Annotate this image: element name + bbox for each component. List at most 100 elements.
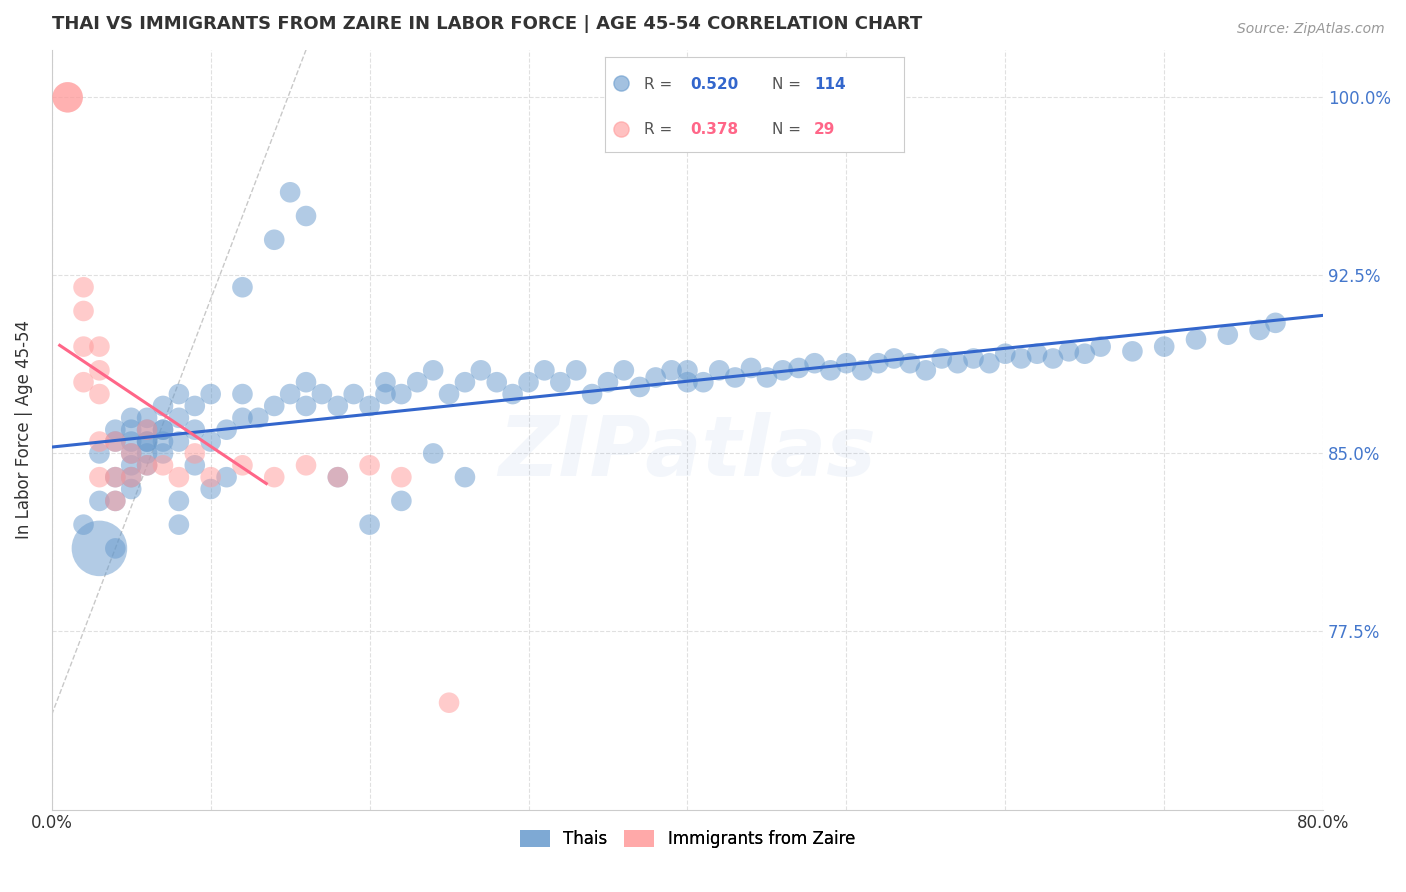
Point (502, 387, 524, 401)
Point (89, 434, 111, 449)
Point (215, 470, 238, 484)
Point (89, 494, 111, 508)
Point (167, 387, 190, 401)
Point (89, 387, 111, 401)
Text: ZIPatlas: ZIPatlas (499, 412, 876, 493)
Point (152, 423, 174, 437)
Point (1216, 327, 1239, 342)
Point (437, 387, 460, 401)
Point (772, 363, 794, 377)
Point (200, 482, 222, 496)
Point (167, 434, 190, 449)
Point (136, 434, 159, 449)
Point (184, 446, 207, 460)
Point (136, 458, 159, 473)
Legend: Thais, Immigrants from Zaire: Thais, Immigrants from Zaire (513, 823, 862, 855)
Point (231, 458, 253, 473)
Point (231, 410, 253, 425)
Point (200, 470, 222, 484)
Point (295, 209, 318, 223)
Point (231, 280, 253, 294)
Point (136, 410, 159, 425)
Point (613, 363, 636, 377)
Point (485, 375, 508, 389)
Point (931, 351, 953, 366)
Point (1010, 351, 1032, 366)
Point (979, 356, 1001, 370)
Point (1057, 344, 1080, 359)
Point (359, 517, 381, 532)
Point (533, 363, 555, 377)
Point (1264, 316, 1286, 330)
Point (962, 351, 984, 366)
Point (104, 434, 127, 449)
Point (184, 399, 207, 413)
Point (89, 340, 111, 354)
Point (661, 363, 683, 377)
Point (104, 541, 127, 556)
Point (1185, 333, 1208, 347)
Point (136, 423, 159, 437)
Point (167, 517, 190, 532)
Point (152, 399, 174, 413)
Point (263, 233, 285, 247)
Point (120, 470, 142, 484)
Point (883, 351, 905, 366)
Point (167, 410, 190, 425)
Point (72, 304, 94, 318)
Point (359, 399, 381, 413)
Point (946, 356, 969, 370)
Point (1121, 344, 1143, 359)
Point (422, 446, 444, 460)
Point (644, 370, 666, 384)
Point (470, 363, 492, 377)
Point (136, 446, 159, 460)
Point (676, 363, 699, 377)
Point (709, 363, 731, 377)
Point (326, 399, 349, 413)
Point (104, 494, 127, 508)
Point (136, 423, 159, 437)
Point (72, 340, 94, 354)
Point (1090, 340, 1112, 354)
Point (692, 375, 714, 389)
Point (820, 363, 842, 377)
Point (454, 470, 477, 484)
Point (200, 434, 222, 449)
Point (374, 387, 396, 401)
Point (596, 375, 619, 389)
Point (343, 387, 366, 401)
Point (104, 494, 127, 508)
Point (278, 387, 301, 401)
Point (740, 361, 762, 376)
Point (389, 387, 412, 401)
Point (326, 470, 349, 484)
Point (1249, 323, 1271, 337)
Text: THAI VS IMMIGRANTS FROM ZAIRE IN LABOR FORCE | AGE 45-54 CORRELATION CHART: THAI VS IMMIGRANTS FROM ZAIRE IN LABOR F… (52, 15, 922, 33)
Text: Source: ZipAtlas.com: Source: ZipAtlas.com (1237, 22, 1385, 37)
Point (215, 423, 238, 437)
Point (454, 375, 477, 389)
Point (120, 482, 142, 496)
Point (1074, 347, 1097, 361)
Point (89, 541, 111, 556)
Point (1026, 347, 1049, 361)
Point (89, 446, 111, 460)
Point (136, 434, 159, 449)
Point (167, 494, 190, 508)
Point (724, 370, 747, 384)
Point (72, 280, 94, 294)
Point (89, 363, 111, 377)
Point (56, 90, 79, 104)
Point (1042, 351, 1064, 366)
Point (120, 446, 142, 460)
Point (200, 387, 222, 401)
Point (231, 387, 253, 401)
Point (374, 375, 396, 389)
Point (517, 375, 540, 389)
Point (120, 423, 142, 437)
Point (787, 361, 810, 376)
Point (295, 399, 318, 413)
Point (104, 470, 127, 484)
Point (152, 423, 174, 437)
